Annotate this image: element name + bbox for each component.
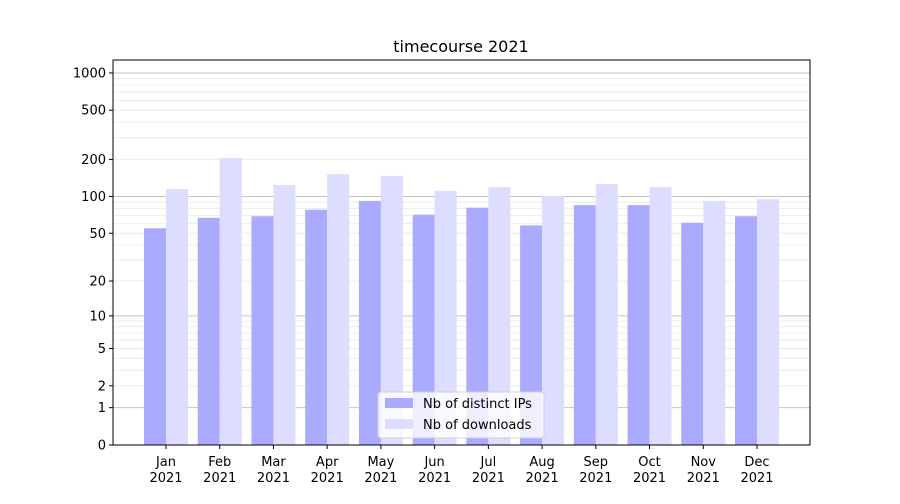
x-tick-label-line: Nov bbox=[691, 455, 717, 470]
bar-distinct-ips bbox=[251, 216, 274, 445]
y-tick-label: 100 bbox=[81, 190, 106, 205]
x-tick-label-line: Jun bbox=[423, 455, 444, 470]
bar-distinct-ips bbox=[305, 209, 328, 445]
x-tick-label: Mar 2021 bbox=[257, 455, 290, 486]
bar-distinct-ips bbox=[627, 205, 650, 445]
x-tick-label-line: 2021 bbox=[418, 471, 451, 486]
y-tick-label: 50 bbox=[89, 227, 106, 242]
x-tick-label: Oct 2021 bbox=[633, 455, 666, 486]
x-tick-label-line: Sep bbox=[584, 455, 609, 470]
x-tick-label: Sep 2021 bbox=[579, 455, 612, 486]
legend-label: Nb of distinct IPs bbox=[423, 397, 532, 412]
x-tick-label-line: 2021 bbox=[579, 471, 612, 486]
bar-downloads bbox=[703, 200, 726, 445]
legend-swatch bbox=[385, 398, 413, 408]
x-tick-label: Apr 2021 bbox=[311, 455, 344, 486]
y-tick-label: 1000 bbox=[73, 66, 106, 81]
legend-box bbox=[377, 391, 545, 439]
y-tick-label: 2 bbox=[98, 379, 106, 394]
bars bbox=[144, 158, 779, 446]
bar-distinct-ips bbox=[735, 216, 757, 445]
y-tick-label: 5 bbox=[98, 342, 106, 357]
x-tick-label: Aug 2021 bbox=[526, 455, 559, 486]
x-tick-label-line: Feb bbox=[208, 455, 231, 470]
x-tick-label-line: 2021 bbox=[149, 471, 182, 486]
x-tick-label: Dec 2021 bbox=[740, 455, 773, 486]
axes-frame bbox=[112, 59, 811, 446]
bar-downloads bbox=[649, 187, 672, 445]
legend-label: Nb of downloads bbox=[423, 418, 532, 433]
bar-distinct-ips bbox=[197, 217, 220, 445]
x-tick-label-line: Jan bbox=[155, 455, 176, 470]
bar-downloads bbox=[380, 175, 403, 445]
bar-distinct-ips bbox=[466, 207, 489, 445]
bar-downloads bbox=[219, 158, 242, 446]
y-tick-label: 200 bbox=[81, 153, 106, 168]
bar-downloads bbox=[488, 187, 511, 445]
x-tick-label-line: Oct bbox=[638, 455, 660, 470]
x-tick-label-line: Aug bbox=[529, 455, 554, 470]
x-tick-label-line: Apr bbox=[316, 455, 339, 470]
bar-downloads bbox=[595, 184, 618, 445]
x-tick-label-line: 2021 bbox=[257, 471, 290, 486]
x-tick-label-line: Jul bbox=[480, 455, 497, 470]
y-tick-label: 20 bbox=[89, 275, 106, 290]
x-tick-label-line: Dec bbox=[744, 455, 769, 470]
legend-swatch bbox=[385, 419, 413, 429]
x-tick-label-line: 2021 bbox=[364, 471, 397, 486]
bar-distinct-ips bbox=[144, 228, 166, 445]
x-tick-label: Jul 2021 bbox=[472, 455, 505, 486]
y-tick-label: 1 bbox=[98, 401, 106, 416]
y-tick-label: 500 bbox=[81, 104, 106, 119]
x-tick-label-line: 2021 bbox=[633, 471, 666, 486]
x-tick-label-line: 2021 bbox=[203, 471, 236, 486]
x-tick-label: Jun 2021 bbox=[418, 455, 451, 486]
x-tick-label-line: Mar bbox=[261, 455, 286, 470]
x-tick-label: May 2021 bbox=[364, 455, 397, 486]
bar-downloads bbox=[166, 189, 188, 445]
x-tick-label-line: 2021 bbox=[472, 471, 505, 486]
x-tick-label-line: 2021 bbox=[311, 471, 344, 486]
chart-title: timecourse 2021 bbox=[393, 37, 528, 56]
y-axis: 0 1 2 5 10 20 50 100 200 500 1000 bbox=[73, 66, 113, 454]
y-tick-label: 10 bbox=[89, 309, 106, 324]
x-tick-label-line: 2021 bbox=[526, 471, 559, 486]
x-tick-label: Feb 2021 bbox=[203, 455, 236, 486]
x-tick-label: Nov 2021 bbox=[687, 455, 720, 486]
bar-distinct-ips bbox=[520, 225, 543, 445]
x-tick-label-line: 2021 bbox=[687, 471, 720, 486]
bar-downloads bbox=[757, 199, 779, 445]
bar-distinct-ips bbox=[412, 214, 435, 445]
y-tick-label: 0 bbox=[98, 439, 106, 454]
x-tick-label-line: May bbox=[367, 455, 394, 470]
legend: Nb of distinct IPs Nb of downloads bbox=[377, 391, 545, 439]
bar-downloads bbox=[273, 184, 296, 445]
bar-distinct-ips bbox=[358, 200, 381, 445]
x-tick-label-line: 2021 bbox=[740, 471, 773, 486]
bar-downloads bbox=[542, 195, 565, 445]
bar-downloads bbox=[327, 174, 350, 445]
bar-distinct-ips bbox=[573, 205, 596, 445]
x-tick-label: Jan 2021 bbox=[149, 455, 182, 486]
bar-downloads bbox=[434, 190, 457, 445]
bar-distinct-ips bbox=[681, 222, 704, 445]
